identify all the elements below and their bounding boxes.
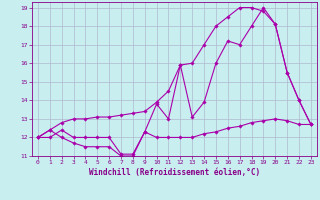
- X-axis label: Windchill (Refroidissement éolien,°C): Windchill (Refroidissement éolien,°C): [89, 168, 260, 177]
